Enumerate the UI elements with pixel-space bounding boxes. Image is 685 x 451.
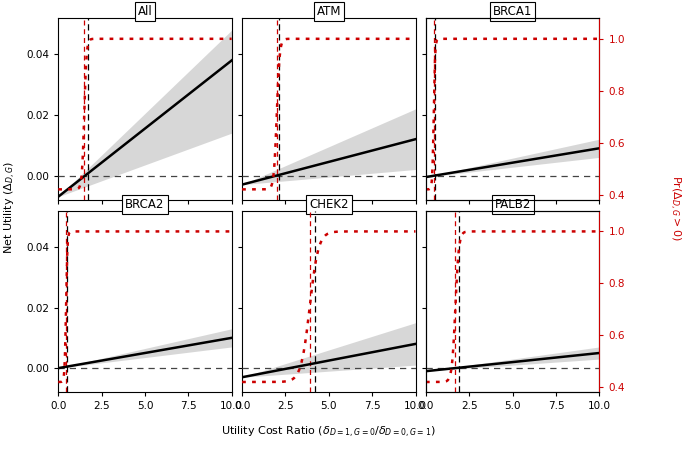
Title: PALB2: PALB2 [495,198,531,211]
Title: ATM: ATM [316,5,341,18]
Text: $\Pr(\Delta_{D,G}{>}0)$: $\Pr(\Delta_{D,G}{>}0)$ [667,175,682,240]
Text: Utility Cost Ratio ($\delta_{D=1,G=0}/\delta_{D=0,G=1}$): Utility Cost Ratio ($\delta_{D=1,G=0}/\d… [221,425,436,440]
Text: Net Utility ($\Delta_{D,G}$): Net Utility ($\Delta_{D,G}$) [3,161,18,254]
Title: BRCA2: BRCA2 [125,198,164,211]
Title: All: All [138,5,152,18]
Title: CHEK2: CHEK2 [309,198,349,211]
Title: BRCA1: BRCA1 [493,5,532,18]
